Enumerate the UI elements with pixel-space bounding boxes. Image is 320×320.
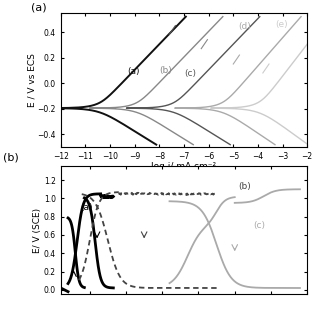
Text: (b): (b) (159, 66, 172, 75)
Y-axis label: E/ V (SCE): E/ V (SCE) (33, 208, 43, 253)
Text: (a): (a) (127, 67, 140, 76)
Text: (e): (e) (275, 20, 288, 29)
Text: (b): (b) (3, 152, 19, 162)
Text: (a): (a) (81, 203, 93, 212)
Text: (c): (c) (253, 221, 265, 230)
Text: (a): (a) (31, 2, 47, 12)
Text: (c): (c) (184, 68, 196, 77)
Y-axis label: E / V vs ECS: E / V vs ECS (27, 53, 36, 107)
Text: (b): (b) (238, 182, 251, 191)
X-axis label: log j/ mA cm⁻²: log j/ mA cm⁻² (151, 163, 217, 172)
Text: (d): (d) (238, 22, 251, 31)
